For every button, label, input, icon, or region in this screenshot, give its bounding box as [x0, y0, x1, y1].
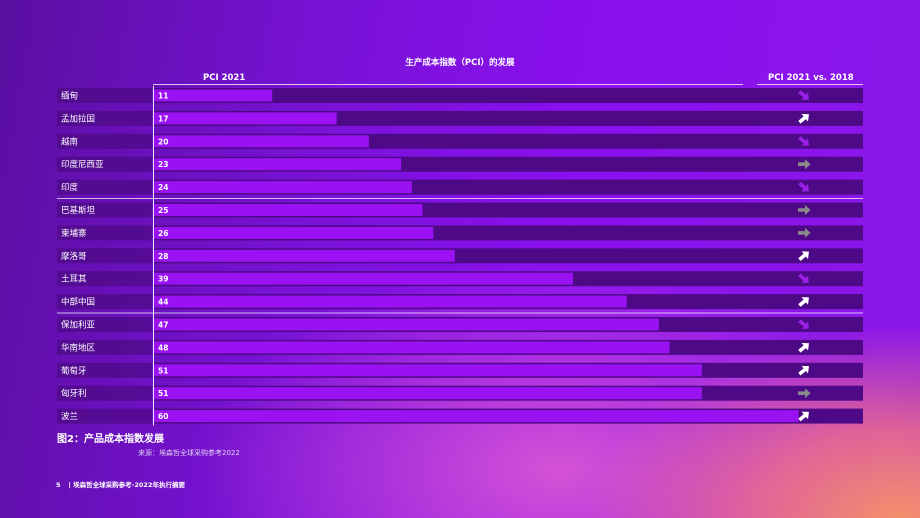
category-label-bg: [57, 110, 152, 126]
pci-bar-chart: 缅甸 11 孟加拉国 17 越南 20 印度尼西亚 23 印度 24 巴基斯坦 25 柬埔寨 26 摩洛哥 2…: [57, 86, 863, 426]
value-label: 28: [158, 252, 168, 261]
bar: [154, 226, 434, 239]
value-label: 47: [158, 321, 168, 330]
trend-arrow-icon: [798, 136, 809, 146]
value-label: 44: [158, 298, 168, 307]
value-label: 60: [158, 412, 168, 421]
page-number: 5: [56, 481, 61, 489]
category-label-bg: [57, 339, 152, 355]
category-label-bg: [57, 202, 152, 218]
category-label-bg: [57, 294, 152, 310]
footer-text: | 埃森哲全球采购参考-2022年执行摘要: [68, 481, 185, 489]
category-label: 中部中国: [61, 297, 95, 308]
source-note: 来源：埃森哲全球采购参考2022: [138, 449, 240, 457]
bar: [154, 158, 402, 171]
value-label: 51: [158, 389, 168, 398]
category-label-bg: [57, 271, 152, 287]
category-label-bg: [57, 385, 152, 401]
category-label-bg: [57, 317, 152, 332]
category-label-bg: [57, 408, 152, 424]
bar: [154, 249, 455, 262]
category-label: 摩洛哥: [61, 251, 87, 262]
trend-arrow-icon: [798, 113, 809, 124]
bar: [154, 318, 659, 331]
bar: [154, 135, 369, 148]
trend-arrow-icon: [798, 388, 811, 399]
trend-arrow-icon: [798, 365, 809, 376]
bar: [154, 272, 573, 285]
bar: [154, 341, 670, 354]
trend-arrow-icon: [798, 205, 811, 215]
value-label: 23: [158, 160, 168, 169]
figure-caption: 图2：产品成本指数发展: [57, 434, 164, 445]
category-label: 波兰: [61, 411, 78, 422]
category-label: 华南地区: [61, 342, 96, 353]
value-label: 20: [158, 137, 168, 146]
bar: [154, 204, 423, 216]
bar: [154, 410, 799, 423]
trend-arrow-icon: [798, 342, 809, 353]
value-label: 17: [158, 114, 168, 123]
value-label: 24: [158, 183, 168, 192]
trend-arrow-icon: [798, 411, 809, 422]
value-column-header: PCI 2021: [203, 73, 246, 83]
category-label-bg: [57, 179, 152, 195]
category-label: 巴基斯坦: [61, 205, 96, 216]
trend-arrow-icon: [798, 227, 811, 238]
category-label: 越南: [61, 136, 78, 147]
trend-arrow-icon: [798, 181, 809, 192]
value-label: 51: [158, 366, 168, 375]
bar: [154, 295, 627, 308]
value-label: 11: [158, 92, 168, 101]
category-label-bg: [57, 88, 152, 103]
trend-arrow-icon: [798, 297, 809, 307]
category-label: 葡萄牙: [61, 365, 87, 376]
bar-track: [154, 88, 863, 103]
bar: [154, 364, 702, 377]
category-label: 土耳其: [61, 274, 87, 285]
value-label: 48: [158, 343, 168, 352]
category-label: 孟加拉国: [61, 113, 95, 124]
category-label: 柬埔寨: [61, 228, 87, 239]
bar: [154, 89, 273, 102]
category-label-bg: [57, 133, 152, 149]
category-label-bg: [57, 225, 152, 241]
value-header-rule: [153, 84, 743, 85]
trend-arrow-icon: [798, 159, 811, 170]
bar: [154, 387, 702, 400]
category-label: 印度尼西亚: [61, 159, 104, 170]
category-label: 匈牙利: [61, 388, 87, 399]
category-label-bg: [57, 362, 152, 378]
value-label: 39: [158, 275, 168, 284]
trend-column-header: PCI 2021 vs. 2018: [768, 73, 854, 83]
category-label-bg: [57, 248, 152, 264]
trend-arrow-icon: [798, 273, 809, 284]
footer: 5 | 埃森哲全球采购参考-2022年执行摘要: [56, 479, 193, 489]
category-label: 印度: [61, 182, 79, 193]
value-label: 26: [158, 229, 168, 238]
value-label: 25: [158, 206, 168, 215]
trend-arrow-icon: [798, 251, 809, 262]
category-label-bg: [57, 156, 152, 172]
trend-arrow-icon: [798, 90, 809, 100]
bar: [154, 181, 412, 194]
category-label: 缅甸: [61, 91, 78, 102]
trend-header-rule: [757, 84, 863, 85]
bar: [154, 112, 337, 125]
chart-title: 生产成本指数（PCI）的发展: [405, 58, 515, 68]
category-label: 保加利亚: [61, 320, 96, 331]
trend-arrow-icon: [798, 319, 809, 329]
